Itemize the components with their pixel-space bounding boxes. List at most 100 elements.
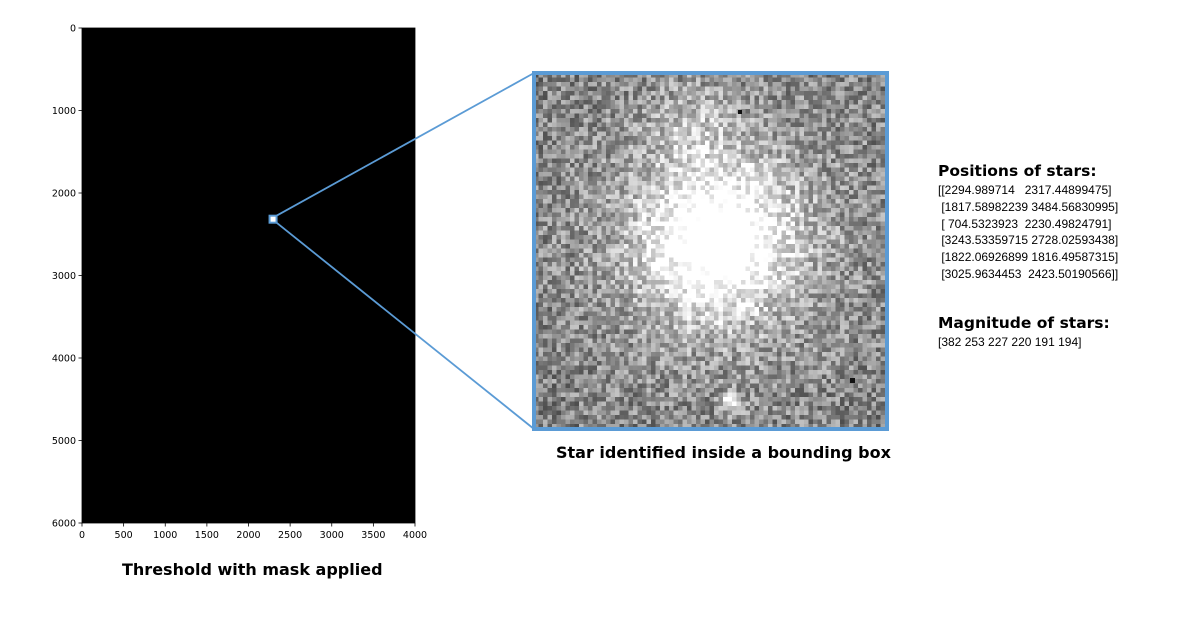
pixel-cell [835,284,841,290]
pixel-cell [543,253,548,258]
pixel-cell [768,343,773,348]
pixel-cell [723,194,728,200]
pixel-cell [804,199,809,204]
pixel-cell [813,307,818,312]
pixel-cell [669,176,674,182]
pixel-cell [565,167,571,173]
pixel-cell [601,95,607,101]
pixel-cell [804,298,809,303]
pixel-cell [592,163,598,168]
pixel-cell [808,136,814,141]
pixel-cell [601,239,607,245]
pixel-cell [619,136,625,141]
pixel-cell [538,271,544,276]
pixel-cell [813,91,818,96]
pixel-cell [813,149,818,155]
pixel-cell [561,284,566,290]
pixel-cell [610,127,616,132]
pixel-cell [678,176,683,182]
pixel-cell [822,257,827,263]
pixel-cell [597,136,602,141]
pixel-cell [687,280,692,285]
pixel-cell [714,100,719,105]
pixel-cell [763,343,769,348]
pixel-cell [606,190,611,195]
pixel-cell [534,100,539,105]
pixel-cell [880,284,886,290]
pixel-cell [849,194,854,200]
pixel-cell [592,190,598,195]
pixel-cell [727,293,733,299]
pixel-cell [588,230,593,236]
pixel-cell [628,122,634,128]
pixel-cell [574,302,580,308]
pixel-cell [669,145,674,150]
pixel-cell [732,136,737,141]
pixel-cell [808,316,814,321]
pixel-cell [871,334,877,339]
pixel-cell [799,221,805,227]
pixel-cell [624,190,629,195]
pixel-cell [849,325,854,330]
pixel-cell [633,181,638,186]
pixel-cell [610,343,616,348]
pixel-cell [867,167,872,173]
pixel-cell [804,73,809,78]
pixel-cell [547,235,553,240]
pixel-cell [547,140,553,146]
pixel-cell [642,176,647,182]
pixel-cell [745,352,751,357]
pixel-cell [826,100,832,105]
pixel-cell [781,181,787,186]
pixel-cell [561,176,566,182]
pixel-cell [538,217,544,222]
pixel-cell [556,325,562,330]
pixel-cell [547,293,553,299]
pixel-cell [763,230,769,236]
pixel-cell [565,181,571,186]
pixel-cell [876,82,881,87]
pixel-cell [642,127,647,132]
pixel-cell [799,262,805,267]
pixel-cell [700,338,706,344]
pixel-cell [538,73,544,78]
pixel-cell [709,334,715,339]
pixel-cell [556,217,562,222]
pixel-cell [691,347,697,353]
pixel-cell [867,298,872,303]
pixel-cell [867,145,872,150]
pixel-cell [718,104,724,110]
pixel-cell [732,167,737,173]
pixel-cell [867,118,872,123]
pixel-cell [799,194,805,200]
pixel-cell [732,239,737,245]
pixel-cell [754,266,760,272]
pixel-cell [651,221,656,227]
pixel-cell [754,226,760,231]
pixel-cell [804,302,809,308]
pixel-cell [714,253,719,258]
pixel-cell [660,167,665,173]
pixel-cell [750,82,755,87]
pixel-cell [763,104,769,110]
pixel-cell [867,172,872,177]
pixel-cell [871,113,877,119]
pixel-cell [619,140,625,146]
pixel-cell [835,136,841,141]
pixel-cell [768,230,773,236]
x-tick-label: 2500 [278,530,302,541]
pixel-cell [718,217,724,222]
pixel-cell [588,91,593,96]
pixel-cell [799,95,805,101]
pixel-cell [615,194,620,200]
pixel-cell [597,100,602,105]
pixel-cell [813,131,818,137]
pixel-cell [552,325,557,330]
pixel-cell [880,136,886,141]
pixel-cell [628,77,634,83]
pixel-cell [696,163,701,168]
pixel-cell [844,284,850,290]
pixel-cell [574,95,580,101]
pixel-cell [741,334,746,339]
pixel-cell [682,100,688,105]
